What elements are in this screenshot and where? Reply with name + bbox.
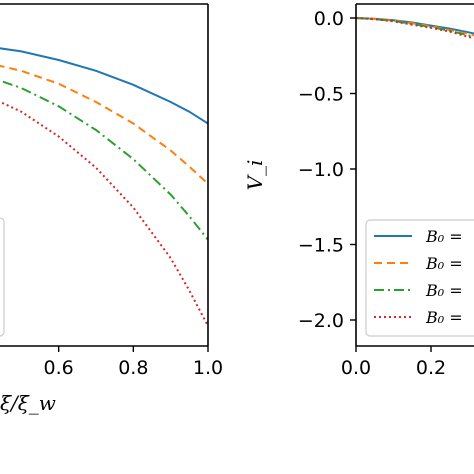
right-y-tick-label: −2.0: [298, 310, 344, 332]
right-y-axis-label: V_i: [243, 160, 267, 191]
right-chart-panel: 0.0−0.5−1.0−1.5−2.0 0.0 0.2 V_i B₀ =B₀ =B…: [243, 3, 474, 379]
right-legend: B₀ = B₀ = B₀ = B₀ =: [365, 219, 474, 337]
right-legend-box: [365, 219, 474, 337]
left-x-tick-label: 0.6: [44, 357, 74, 379]
right-y-ticks: 0.0 −0.5 −1.0 −1.5 −2.0: [298, 8, 356, 332]
legend-label-2: B₀ =: [425, 254, 463, 273]
right-y-tick-label: −0.5: [298, 84, 344, 106]
left-x-tick-label: 0.8: [118, 357, 148, 379]
left-series-line-1: [0, 47, 208, 125]
right-series-group: [356, 17, 474, 40]
right-x-tick-label: 0.2: [416, 357, 446, 379]
left-series-line-4: [0, 100, 208, 327]
left-x-axis-label: ξ/ξ_w: [0, 391, 56, 415]
left-x-tick-label: 1.0: [193, 357, 223, 379]
left-series-group: [0, 47, 208, 327]
left-legend-box: [0, 217, 5, 337]
right-series-line-1: [356, 17, 474, 35]
right-x-tick-label: 0.0: [341, 357, 371, 379]
legend-label-1: B₀ =: [425, 227, 463, 246]
right-y-tick-label: −1.0: [298, 159, 344, 181]
right-x-ticks: 0.0 0.2: [341, 346, 446, 379]
legend-label-4: B₀ =: [425, 308, 463, 327]
right-y-tick-label: −1.5: [298, 235, 344, 257]
legend-label-3: B₀ =: [425, 281, 463, 300]
left-series-line-2: [0, 64, 208, 185]
left-x-ticks: 0.6 0.8 1.0: [44, 346, 223, 379]
right-series-line-4: [356, 17, 474, 40]
left-series-line-3: [0, 79, 208, 241]
left-chart-panel: 0.6 0.8 1.0 ξ/ξ_w: [0, 3, 223, 415]
right-y-tick-label: 0.0: [314, 8, 344, 30]
